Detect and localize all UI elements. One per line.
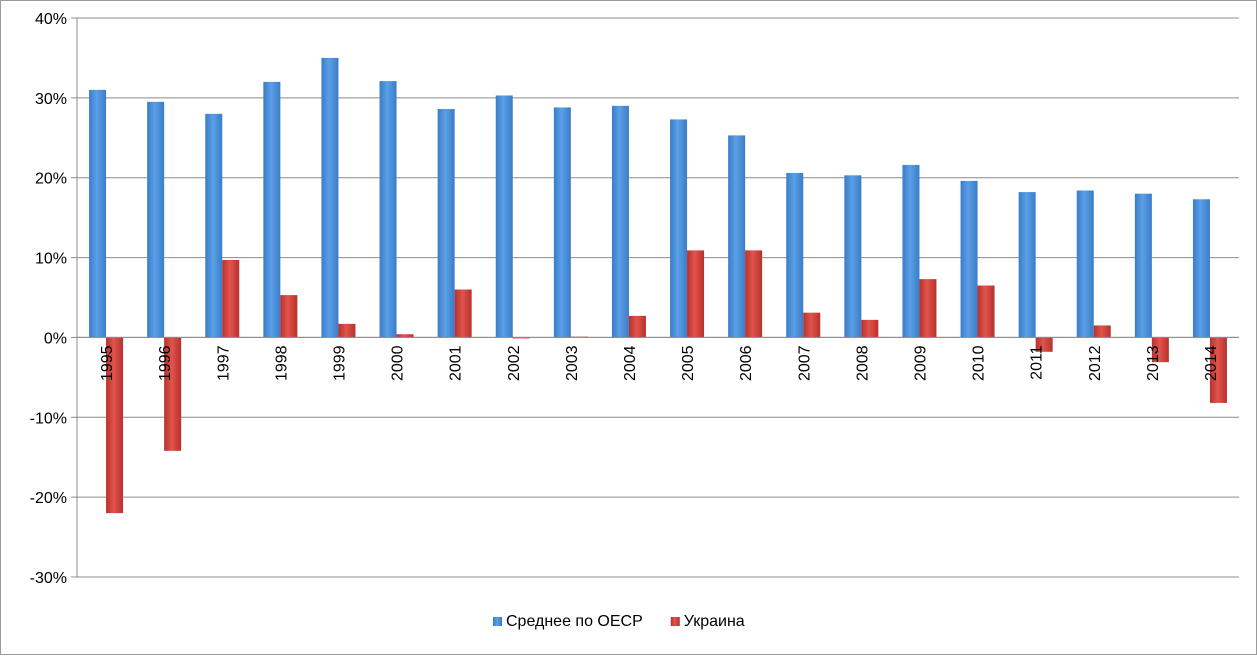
legend-label: Украина <box>684 613 745 630</box>
y-tick-label: 30% <box>35 91 67 108</box>
legend-swatch <box>670 617 680 626</box>
ukraine-bar-1999 <box>338 323 356 338</box>
x-tick-label: 1998 <box>273 345 290 381</box>
legend-swatch <box>493 617 502 626</box>
oecd-bar-2006 <box>728 135 746 338</box>
x-tick-label: 1997 <box>215 345 232 381</box>
oecd-bar-1999 <box>321 57 339 338</box>
ukraine-bar-2008 <box>861 319 879 338</box>
ukraine-bar-2007 <box>803 312 821 338</box>
x-tick-label: 2010 <box>971 345 988 381</box>
ukraine-bar-1998 <box>280 295 298 338</box>
x-tick-label: 2011 <box>1029 345 1046 380</box>
x-tick-label: 1999 <box>331 345 348 381</box>
x-axis: 1995 1996 1997 1998 1999 2000 2001 2002 2003 2004… <box>77 336 1239 381</box>
x-tick-label: 2006 <box>738 345 755 381</box>
x-tick-label: 2013 <box>1145 345 1162 381</box>
oecd-bar-2009 <box>902 164 920 338</box>
oecd-bar-2007 <box>786 172 804 338</box>
x-tick-label: 2012 <box>1087 345 1104 381</box>
y-tick-label: -30% <box>30 570 67 587</box>
y-tick-label: -20% <box>30 490 67 507</box>
x-tick-label: 2001 <box>448 345 465 381</box>
legend-ukraine: Украина <box>670 613 745 630</box>
x-tick-label: 2000 <box>390 345 407 381</box>
oecd-bar-1996 <box>147 101 165 338</box>
y-tick-label: -10% <box>30 410 67 427</box>
x-tick-label: 2008 <box>854 345 871 381</box>
x-tick-label: 2007 <box>796 345 813 381</box>
ukraine-bar-2013 <box>1151 337 1169 363</box>
oecd-bar-2014 <box>1192 199 1210 338</box>
ukraine-bar-2011 <box>1035 337 1053 352</box>
x-tick-label: 2004 <box>622 345 639 381</box>
oecd-bar-2005 <box>670 119 688 338</box>
ukraine-bar-2006 <box>745 250 763 338</box>
x-tick-label: 2005 <box>680 345 697 381</box>
ukraine-bar-1997 <box>222 259 240 338</box>
ukraine-bar-2001 <box>454 289 472 338</box>
y-tick-label: 20% <box>35 171 67 188</box>
oecd-bar-2013 <box>1134 193 1152 338</box>
oecd-bar-2008 <box>844 175 862 338</box>
grid-lines <box>77 17 1239 578</box>
oecd-bar-2003 <box>553 107 571 338</box>
ukraine-bar-2010 <box>977 285 995 338</box>
x-tick-label: 2002 <box>506 345 523 381</box>
y-tick-label: 40% <box>35 11 67 28</box>
oecd-bar-2002 <box>495 95 513 338</box>
oecd-bar-2010 <box>960 180 978 338</box>
ukraine-bar-2000 <box>396 334 414 338</box>
oecd-bar-1995 <box>89 89 107 338</box>
legend-label: Среднее по ОЕСР <box>506 613 643 630</box>
x-tick-label: 1996 <box>157 345 174 381</box>
ukraine-bar-1996 <box>164 337 182 451</box>
x-tick-label: 2014 <box>1203 345 1220 381</box>
oecd-bar-2012 <box>1076 190 1094 338</box>
y-tick-label: 10% <box>35 251 67 268</box>
ukraine-bar-2005 <box>687 250 705 338</box>
x-tick-label: 2003 <box>564 345 581 381</box>
ukraine-bar-2004 <box>628 315 646 338</box>
y-tick-label: 0% <box>44 330 67 347</box>
oecd-bar-2011 <box>1018 192 1036 338</box>
legend: Среднее по ОЕСР Украина <box>493 613 745 630</box>
x-tick-label: 1995 <box>99 345 116 381</box>
bars <box>89 57 1227 514</box>
y-axis: -30% -20% -10% 0% 10% 20% 30% 40% <box>30 11 78 587</box>
oecd-bar-2001 <box>437 109 455 338</box>
oecd-bar-2004 <box>611 105 629 338</box>
oecd-bar-1997 <box>205 113 223 338</box>
ukraine-bar-2009 <box>919 279 937 338</box>
legend-oecd: Среднее по ОЕСР <box>493 613 643 630</box>
ukraine-bar-2014 <box>1209 337 1227 403</box>
x-tick-label: 2009 <box>912 345 929 381</box>
ukraine-bar-2012 <box>1093 325 1111 338</box>
oecd-bar-1998 <box>263 81 281 338</box>
oecd-bar-2000 <box>379 81 397 338</box>
ukraine-bar-1995 <box>106 337 124 514</box>
